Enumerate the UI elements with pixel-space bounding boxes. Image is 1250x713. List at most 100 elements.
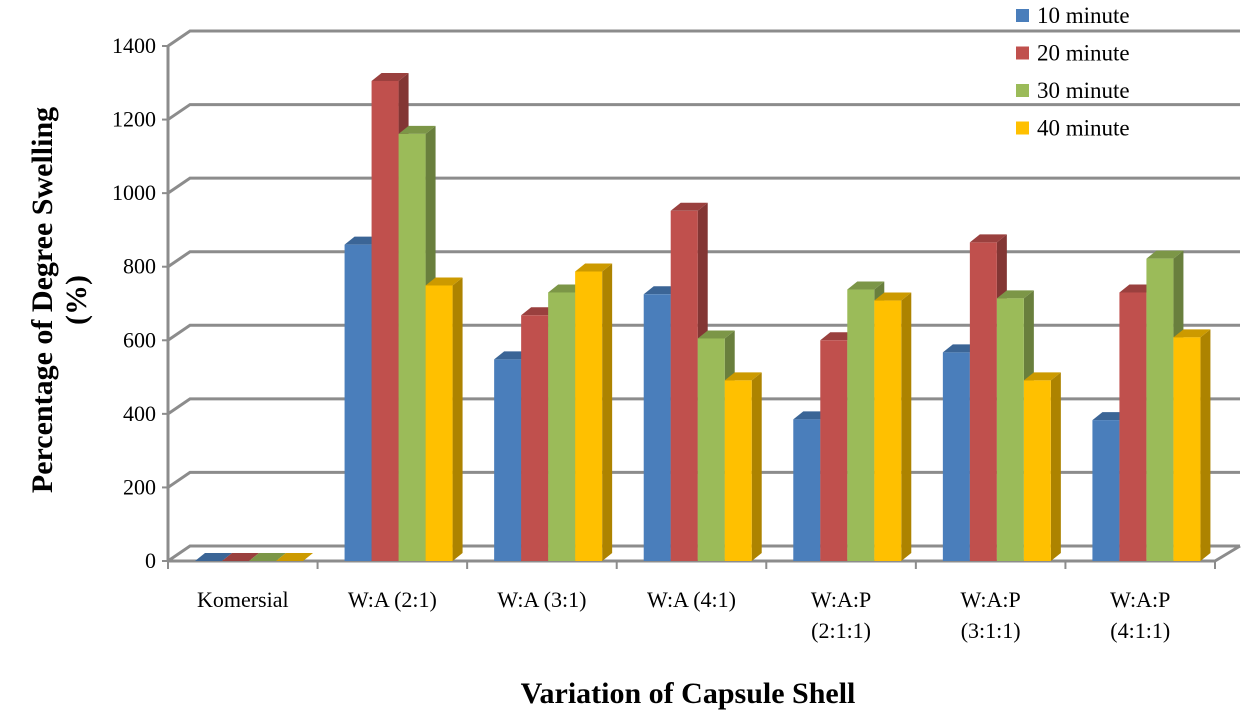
- x-tick-label: W:A (2:1): [348, 587, 437, 612]
- bar-front: [697, 338, 725, 561]
- bar-front: [643, 294, 671, 561]
- bar-front: [548, 292, 576, 561]
- bar-front: [425, 285, 453, 561]
- bar-front: [670, 210, 698, 562]
- legend-swatch: [1016, 46, 1029, 60]
- bar-front: [521, 315, 549, 561]
- legend-label: 40 minute: [1037, 116, 1130, 141]
- legend-label: 20 minute: [1037, 41, 1130, 66]
- bar-side: [1050, 372, 1061, 561]
- bar: [1173, 329, 1211, 561]
- x-tick-label: W:A:P: [960, 587, 1020, 612]
- y-tick-label: 1400: [112, 33, 156, 58]
- y-axis-title-line-1: Percentage of Degree Swelling: [26, 107, 59, 493]
- bar-top: [1173, 329, 1211, 338]
- gridline: [167, 103, 1240, 121]
- bar-front: [1119, 292, 1147, 561]
- bar-side: [901, 292, 912, 561]
- y-tick-label: 0: [145, 548, 156, 573]
- y-tick-label: 600: [123, 327, 156, 352]
- x-tick-label: W:A (4:1): [647, 587, 736, 612]
- bar-front: [344, 244, 372, 561]
- x-tick-label: (2:1:1): [811, 618, 871, 643]
- bar-top: [276, 553, 313, 561]
- legend-item: 10 minute: [1016, 3, 1130, 28]
- bar-front: [820, 340, 848, 561]
- bar-front: [874, 300, 902, 561]
- bar-top: [996, 290, 1034, 299]
- bar: [276, 553, 313, 561]
- bar: [1023, 372, 1061, 561]
- bar: [249, 553, 286, 561]
- y-axis-title-line-2: (%): [60, 275, 93, 325]
- bar-front: [494, 359, 522, 561]
- bar-front: [1173, 337, 1201, 561]
- x-tick-label: (4:1:1): [1110, 618, 1170, 643]
- x-tick-label: W:A (3:1): [497, 587, 586, 612]
- gridline: [167, 250, 1240, 268]
- legend-item: 20 minute: [1016, 41, 1130, 66]
- bar-side: [1200, 329, 1211, 561]
- bar-front: [398, 133, 426, 562]
- legend-item: 30 minute: [1016, 78, 1130, 103]
- bar-top: [670, 202, 708, 211]
- bar-front: [1023, 380, 1051, 561]
- x-tick-label: W:A:P: [1110, 587, 1170, 612]
- bar-front: [996, 298, 1024, 561]
- x-tick-label: (3:1:1): [961, 618, 1021, 643]
- bar-front: [724, 380, 752, 561]
- bar-top: [398, 125, 436, 134]
- bar-front: [575, 271, 603, 561]
- bar-top: [425, 277, 463, 286]
- floor-edge: [1214, 544, 1241, 563]
- bar: [575, 263, 613, 561]
- y-axis-ticks: 0 200 400 600 800 1000 1200 1400: [112, 33, 168, 573]
- bar: [874, 292, 912, 561]
- bar-top: [847, 281, 885, 290]
- bar-top: [249, 553, 286, 561]
- y-tick-label: 1000: [112, 180, 156, 205]
- bar-side: [602, 263, 613, 561]
- legend-swatch: [1016, 121, 1029, 135]
- y-tick-label: 800: [123, 254, 156, 279]
- legend-item: 40 minute: [1016, 116, 1130, 141]
- bar-top: [1146, 250, 1184, 259]
- y-tick-label: 400: [123, 401, 156, 426]
- legend-swatch: [1016, 84, 1029, 97]
- bar-front: [1146, 258, 1174, 561]
- y-axis-title: Percentage of Degree Swelling (%): [26, 107, 93, 493]
- legend: 10 minute 20 minute 30 minute 40 minute: [1016, 3, 1130, 141]
- legend-swatch: [1016, 9, 1029, 22]
- bar-top: [874, 292, 912, 301]
- bar-top: [969, 234, 1007, 243]
- bar: [222, 553, 259, 561]
- x-axis-ticks: Komersial W:A (2:1) W:A (3:1) W:A (4:1) W:A:…: [167, 561, 1216, 643]
- gridline: [167, 176, 1240, 195]
- bar-top: [195, 553, 232, 561]
- bar-top: [697, 330, 735, 339]
- bar-side: [452, 277, 463, 561]
- bar-front: [793, 419, 821, 561]
- bar: [425, 277, 463, 561]
- bar: [724, 372, 762, 561]
- bar-top: [371, 72, 409, 81]
- legend-label: 10 minute: [1037, 3, 1130, 28]
- bar-front: [942, 352, 970, 561]
- bar-side: [751, 372, 762, 561]
- bar-top: [1023, 372, 1061, 381]
- bar-top: [724, 372, 762, 381]
- legend-label: 30 minute: [1037, 78, 1130, 103]
- bar-front: [371, 80, 399, 562]
- y-tick-label: 1200: [112, 107, 156, 132]
- bar-front: [969, 242, 997, 561]
- bars: [195, 72, 1211, 562]
- y-tick-label: 200: [123, 474, 156, 499]
- bar-top: [575, 263, 613, 272]
- bar-top: [222, 553, 259, 561]
- x-tick-label: Komersial: [197, 587, 289, 612]
- x-axis-title: Variation of Capsule Shell: [521, 677, 856, 710]
- x-tick-label: W:A:P: [811, 587, 871, 612]
- bar: [195, 553, 232, 561]
- bar-front: [847, 289, 875, 561]
